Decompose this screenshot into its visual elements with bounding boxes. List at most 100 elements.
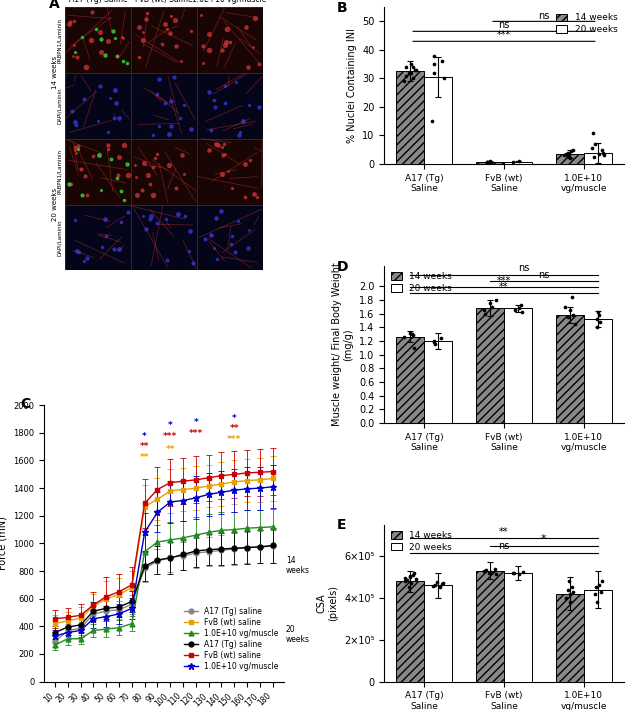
Bar [396, 71, 424, 164]
Point [483, 156, 493, 168]
Point [485, 155, 495, 167]
Text: DAPI/Laminin: DAPI/Laminin [57, 219, 62, 256]
Y-axis label: % Nuclei Containing INI: % Nuclei Containing INI [346, 28, 357, 143]
Bar [476, 162, 504, 164]
Point [518, 566, 528, 577]
Text: **: ** [499, 282, 508, 292]
Point [437, 55, 447, 67]
Text: ns: ns [518, 263, 530, 273]
Point [430, 579, 440, 591]
Point [568, 586, 578, 597]
Point [491, 568, 501, 579]
Bar [131, 204, 197, 271]
Bar [424, 585, 452, 682]
Bar [504, 308, 532, 422]
Bar [476, 571, 504, 682]
Bar [65, 138, 131, 204]
Bar [197, 138, 263, 204]
Point [588, 127, 598, 138]
Text: E: E [336, 518, 346, 532]
Bar [584, 153, 612, 164]
Point [587, 143, 597, 154]
Point [592, 322, 602, 333]
Bar [131, 73, 197, 138]
Point [438, 578, 449, 589]
Bar [556, 315, 584, 422]
Point [594, 148, 604, 160]
Bar [65, 7, 131, 73]
Point [567, 291, 577, 302]
Point [508, 156, 518, 168]
Point [399, 75, 410, 87]
Point [409, 567, 419, 579]
Point [564, 588, 575, 599]
Point [594, 310, 604, 321]
Point [565, 305, 575, 316]
Point [568, 310, 578, 321]
Point [429, 335, 439, 346]
Point [486, 566, 496, 577]
Point [598, 147, 609, 158]
Point [411, 64, 421, 75]
Point [408, 72, 418, 84]
Point [432, 577, 442, 588]
Text: **: ** [166, 444, 175, 454]
Text: PABPN1/Laminin: PABPN1/Laminin [57, 18, 62, 62]
Bar [396, 581, 424, 682]
Point [484, 567, 495, 579]
Point [560, 301, 570, 312]
Point [399, 572, 410, 584]
Text: ***: *** [497, 31, 511, 40]
Point [484, 156, 494, 168]
Point [406, 58, 416, 70]
Bar [504, 573, 532, 682]
Bar [197, 73, 263, 138]
Y-axis label: CSA
(pixels): CSA (pixels) [317, 585, 338, 621]
Point [405, 327, 415, 339]
Point [516, 300, 526, 311]
Point [568, 144, 578, 155]
Y-axis label: Force (mN): Force (mN) [0, 516, 8, 570]
Point [409, 342, 419, 354]
Point [429, 67, 439, 78]
Text: **: ** [140, 442, 149, 451]
Text: **: ** [499, 527, 508, 537]
Point [566, 146, 576, 157]
Point [508, 567, 518, 579]
Bar [424, 77, 452, 164]
Text: *: * [193, 418, 198, 427]
Point [561, 592, 571, 604]
Point [401, 70, 411, 81]
Point [437, 579, 447, 590]
Text: ***: *** [163, 432, 178, 441]
Text: 20 weeks: 20 weeks [52, 188, 58, 221]
Text: ns: ns [498, 21, 510, 31]
Point [598, 150, 609, 161]
Bar [65, 204, 131, 271]
Legend: 14 weeks, 20 weeks: 14 weeks, 20 weeks [554, 11, 619, 36]
Point [596, 586, 606, 597]
Bar [131, 7, 197, 73]
Point [410, 64, 420, 75]
Point [593, 579, 604, 591]
Text: C: C [20, 397, 30, 411]
Point [479, 305, 489, 316]
Bar [504, 162, 532, 164]
Text: **: ** [229, 424, 239, 433]
Point [405, 570, 415, 581]
Point [597, 576, 607, 587]
Bar [584, 319, 612, 422]
Point [513, 568, 524, 579]
Point [514, 302, 524, 314]
Point [510, 567, 520, 579]
Point [514, 155, 524, 167]
Bar [396, 337, 424, 422]
Point [408, 330, 418, 342]
Text: ns: ns [538, 11, 549, 21]
Bar [65, 73, 131, 138]
Text: ns: ns [498, 541, 510, 551]
Point [564, 576, 575, 587]
Point [490, 563, 500, 574]
Text: DAPI/Laminin: DAPI/Laminin [57, 87, 62, 124]
Bar [131, 138, 197, 204]
